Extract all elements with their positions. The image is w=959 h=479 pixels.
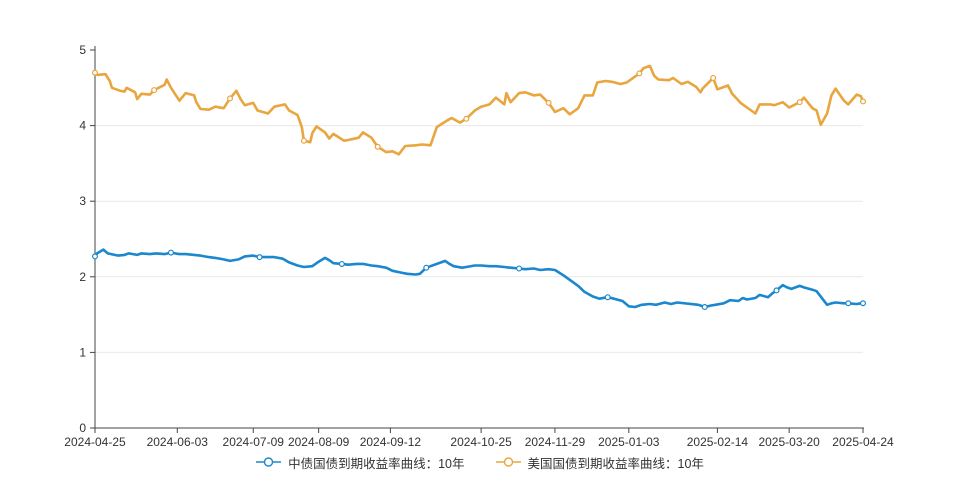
x-tick-label: 2025-01-03: [598, 435, 660, 449]
data-point-marker-us-10y[interactable]: [463, 115, 470, 122]
series-china-10y[interactable]: [91, 248, 866, 311]
y-tick-label: 1: [79, 345, 86, 359]
data-point-marker-china-10y[interactable]: [701, 304, 708, 311]
data-point-marker-us-10y[interactable]: [636, 70, 643, 77]
data-point-marker-us-10y[interactable]: [710, 74, 717, 81]
x-tick-label: 2024-10-25: [450, 435, 512, 449]
x-tick-label: 2024-07-09: [223, 435, 285, 449]
x-tick-label: 2025-04-24: [832, 435, 894, 449]
legend-label-china: 中债国债到期收益率曲线：10年: [288, 457, 465, 471]
x-tick-label: 2024-09-12: [360, 435, 422, 449]
data-point-marker-us-10y[interactable]: [545, 99, 552, 106]
legend-item-us-10y[interactable]: 美国国债到期收益率曲线：10年: [495, 455, 704, 473]
data-point-marker-china-10y[interactable]: [604, 294, 611, 301]
y-tick-label: 3: [79, 194, 86, 208]
y-tick-label: 2: [79, 270, 86, 284]
data-point-marker-china-10y[interactable]: [167, 249, 174, 256]
data-point-marker-china-10y[interactable]: [516, 265, 523, 272]
grid-lines: [95, 125, 863, 353]
data-point-marker-us-10y[interactable]: [796, 99, 803, 106]
x-tick-label: 2025-02-14: [687, 435, 749, 449]
legend-label-us: 美国国债到期收益率曲线：10年: [527, 457, 704, 471]
x-tick-label: 2024-04-25: [64, 435, 126, 449]
data-point-marker-us-10y[interactable]: [227, 95, 234, 102]
data-point-marker-us-10y[interactable]: [859, 98, 866, 105]
series-us-10y[interactable]: [91, 64, 866, 156]
legend-item-china-10y[interactable]: 中债国债到期收益率曲线：10年: [255, 455, 465, 473]
data-point-marker-china-10y[interactable]: [773, 287, 780, 294]
x-tick-label: 2025-03-20: [758, 435, 820, 449]
data-point-marker-china-10y[interactable]: [859, 300, 866, 307]
y-tick-label: 0: [79, 421, 86, 435]
x-tick-label: 2024-08-09: [288, 435, 350, 449]
legend-line-marker-china: [255, 455, 282, 473]
legend: 中债国债到期收益率曲线：10年 美国国债到期收益率曲线：10年: [0, 455, 959, 473]
y-tick-label: 4: [79, 119, 86, 133]
data-point-marker-us-10y[interactable]: [374, 143, 381, 150]
data-point-marker-us-10y[interactable]: [300, 137, 307, 144]
y-tick-label: 5: [79, 43, 86, 57]
data-point-marker-china-10y[interactable]: [256, 254, 263, 261]
data-point-marker-china-10y[interactable]: [338, 260, 345, 267]
x-tick-label: 2024-06-03: [147, 435, 209, 449]
data-point-marker-china-10y[interactable]: [423, 264, 430, 271]
data-point-marker-us-10y[interactable]: [91, 69, 98, 76]
series-line-us-10y[interactable]: [93, 64, 865, 156]
legend-line-marker-us: [495, 455, 522, 473]
series-line-china-10y[interactable]: [93, 248, 865, 309]
x-tick-label: 2024-11-29: [525, 435, 586, 449]
data-point-marker-china-10y[interactable]: [845, 300, 852, 307]
data-point-marker-china-10y[interactable]: [91, 253, 98, 260]
data-point-marker-us-10y[interactable]: [151, 87, 158, 94]
